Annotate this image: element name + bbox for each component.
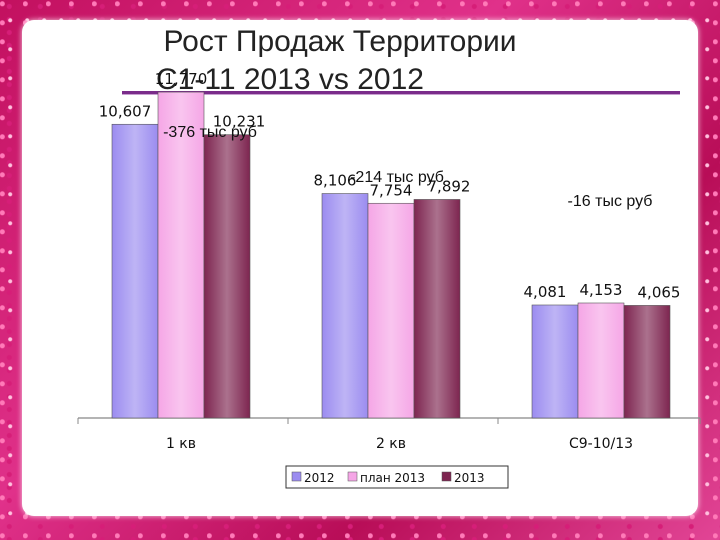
- slide-title-line-2: С1-11 2013 vs 2012: [156, 63, 424, 96]
- legend-swatch-1: [291, 471, 302, 482]
- data-label: 10,231: [213, 113, 266, 131]
- legend-label: план 2013: [360, 471, 425, 485]
- bar-2013-3: [623, 305, 671, 419]
- bar-2012-1: [111, 123, 159, 419]
- bar-2013-2: [413, 199, 461, 419]
- legend-box: [285, 465, 509, 489]
- legend-swatch-3: [441, 471, 452, 482]
- difference-annotation: -214 тыс руб: [350, 169, 444, 186]
- bar-план-2013-3: [577, 302, 625, 419]
- difference-annotation: -16 тыс руб: [568, 193, 653, 210]
- x-tick-label: 1 кв: [166, 436, 196, 452]
- x-tick-label: С9-10/13: [569, 436, 633, 452]
- title-underline: [122, 91, 680, 95]
- x-tick-label: 2 кв: [376, 436, 406, 452]
- data-label: 4,065: [638, 283, 681, 301]
- data-label: 4,153: [580, 281, 623, 299]
- data-label: 8,106: [314, 172, 357, 190]
- data-label: 7,892: [428, 177, 471, 195]
- legend-label: 2013: [454, 471, 485, 485]
- data-label: 7,754: [370, 181, 413, 199]
- slide-title-line-1: Рост Продаж Территории: [163, 25, 517, 58]
- legend-swatch-2: [347, 471, 358, 482]
- data-label: 4,081: [524, 283, 567, 301]
- difference-annotation: -376 тыс руб: [163, 124, 257, 141]
- bar-план-2013-1: [157, 91, 205, 419]
- legend-label: 2012: [304, 471, 335, 485]
- bar-2013-1: [203, 134, 251, 419]
- bar-план-2013-2: [367, 202, 415, 419]
- bar-2012-3: [531, 304, 579, 419]
- data-label: 10,607: [99, 102, 152, 120]
- bar-2012-2: [321, 193, 369, 419]
- data-label: 11,770: [155, 70, 208, 88]
